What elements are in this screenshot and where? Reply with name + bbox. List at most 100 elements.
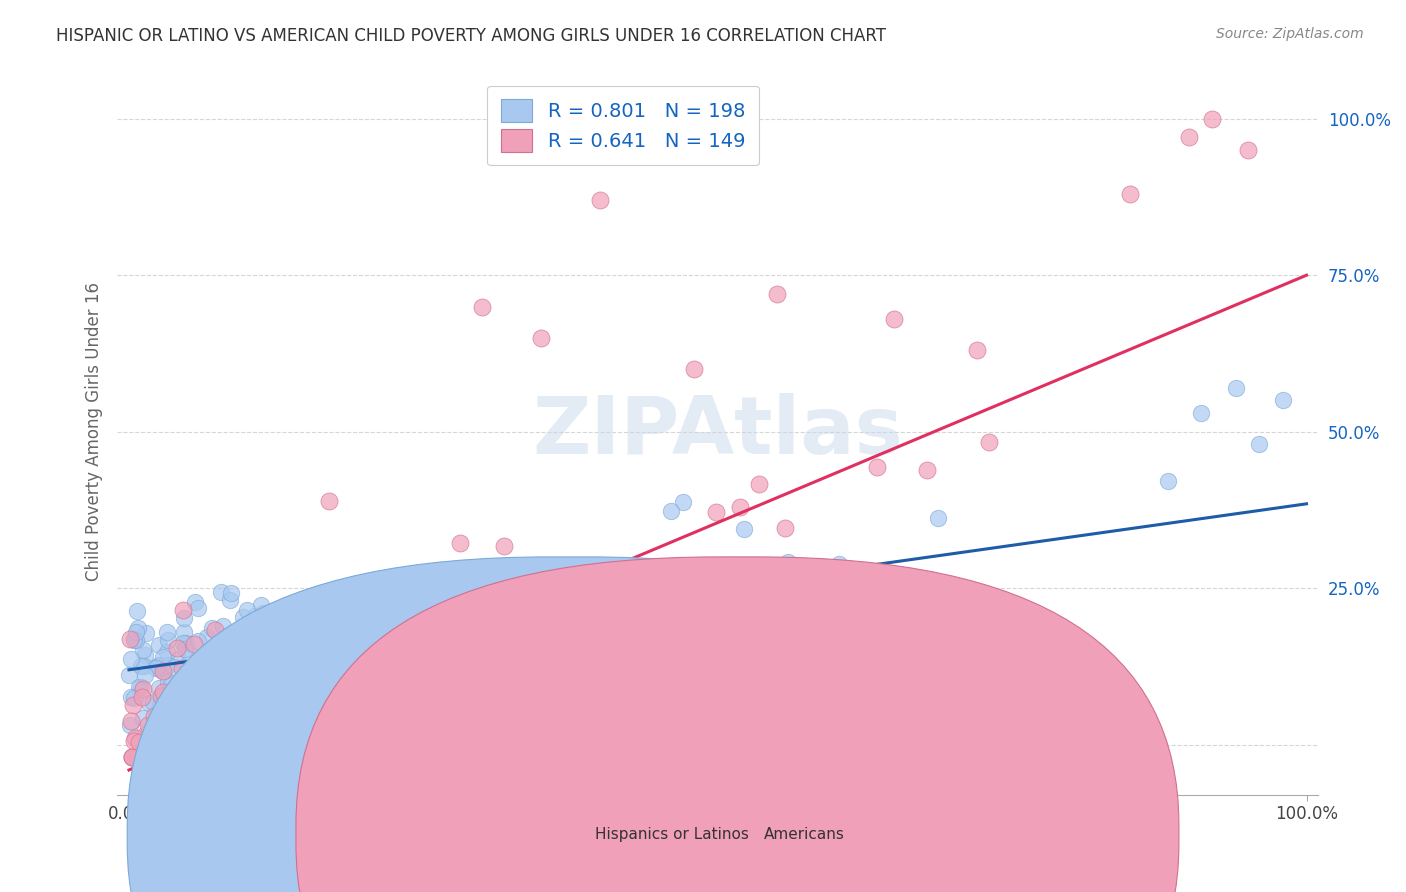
Point (166, 750, 188, 764)
Point (240, 694, 263, 708)
Point (202, 698, 225, 712)
Point (131, 690, 153, 705)
Point (247, 625, 270, 640)
Point (554, 594, 576, 608)
Point (186, 678, 208, 692)
Point (586, 639, 609, 653)
Point (172, 636, 194, 650)
Point (132, 710, 155, 724)
Point (1271, 393, 1294, 408)
Point (456, 632, 478, 646)
Point (232, 661, 254, 675)
Point (883, 312, 905, 326)
Point (569, 637, 592, 651)
Point (281, 609, 304, 624)
Point (212, 694, 235, 708)
Point (134, 727, 156, 741)
Point (725, 575, 748, 590)
Point (494, 629, 516, 643)
Point (141, 750, 163, 764)
Point (148, 638, 170, 652)
Point (378, 624, 401, 638)
Point (492, 616, 515, 631)
Point (650, 632, 672, 647)
Point (195, 631, 218, 645)
Point (491, 626, 513, 640)
Point (152, 664, 174, 678)
Point (626, 632, 648, 647)
Point (405, 624, 427, 638)
Point (1177, 130, 1199, 145)
Point (134, 648, 156, 662)
Point (139, 737, 162, 751)
Point (125, 604, 148, 618)
Point (141, 743, 163, 757)
Point (236, 750, 259, 764)
Point (152, 685, 174, 699)
Point (186, 722, 208, 736)
Point (145, 750, 167, 764)
Point (828, 557, 851, 571)
Point (160, 678, 183, 692)
Point (264, 689, 287, 703)
Point (711, 615, 734, 630)
Point (143, 739, 166, 753)
Point (122, 690, 145, 705)
Text: HISPANIC OR LATINO VS AMERICAN CHILD POVERTY AMONG GIRLS UNDER 16 CORRELATION CH: HISPANIC OR LATINO VS AMERICAN CHILD POV… (56, 27, 886, 45)
Point (387, 620, 409, 634)
Point (249, 667, 271, 681)
Point (321, 748, 343, 763)
Point (134, 668, 156, 682)
Point (415, 705, 437, 719)
Point (308, 642, 330, 657)
Point (1201, 112, 1223, 126)
Point (287, 652, 309, 666)
Point (460, 624, 482, 638)
Point (463, 579, 485, 593)
Point (167, 750, 190, 764)
Point (346, 615, 368, 629)
Point (356, 629, 378, 643)
Point (138, 696, 160, 710)
Point (704, 505, 727, 519)
Point (530, 331, 553, 345)
Point (128, 681, 150, 695)
Point (195, 650, 218, 665)
Point (246, 709, 269, 723)
Point (247, 664, 270, 678)
Point (166, 652, 188, 666)
Point (232, 748, 254, 763)
Point (720, 627, 742, 641)
Point (204, 665, 226, 680)
Point (218, 592, 240, 607)
Point (211, 654, 233, 668)
Point (142, 709, 165, 723)
Point (132, 642, 155, 657)
Point (318, 615, 340, 629)
Point (176, 645, 198, 659)
Point (412, 609, 434, 624)
Point (979, 434, 1001, 449)
Point (239, 705, 262, 719)
Point (236, 622, 259, 636)
Point (208, 648, 231, 662)
Point (276, 622, 298, 636)
Point (152, 664, 174, 678)
Point (610, 571, 633, 585)
Point (121, 750, 143, 764)
Point (146, 659, 169, 673)
Point (169, 681, 191, 696)
Point (915, 463, 938, 477)
Point (156, 625, 179, 640)
Point (560, 619, 582, 633)
Point (530, 677, 553, 691)
Point (343, 724, 366, 739)
Point (256, 740, 278, 755)
Point (274, 683, 297, 698)
Point (188, 653, 211, 667)
Point (249, 599, 271, 613)
Point (195, 702, 218, 716)
Point (120, 632, 142, 646)
Point (540, 601, 562, 615)
Point (254, 687, 277, 701)
